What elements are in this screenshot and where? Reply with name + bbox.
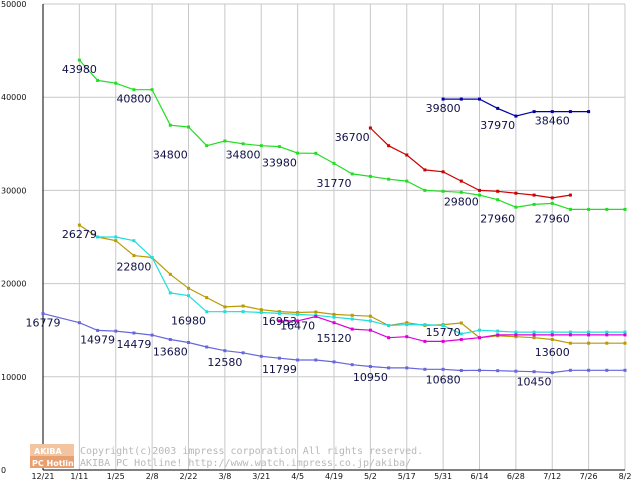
x-tick-label: 5/31 — [434, 472, 452, 480]
price-label: 37970 — [480, 119, 515, 132]
y-tick-label: 50000 — [1, 0, 26, 9]
price-label: 33980 — [262, 156, 297, 169]
series-line-blue — [42, 313, 625, 374]
x-tick-label: 6/28 — [507, 472, 525, 480]
price-label: 26279 — [62, 228, 97, 241]
price-label: 38460 — [535, 115, 570, 128]
price-label: 22800 — [116, 261, 151, 274]
price-label: 31770 — [317, 177, 352, 190]
x-tick-label: 7/12 — [543, 472, 561, 480]
x-tick-label: 1/25 — [107, 472, 125, 480]
price-label: 11799 — [262, 363, 297, 376]
price-label: 43980 — [62, 63, 97, 76]
price-label: 13680 — [153, 346, 188, 359]
site-url-text: AKIBA PC Hotline! http://www.watch.impre… — [80, 458, 411, 469]
x-tick-label: 12/21 — [31, 472, 54, 480]
x-tick-label: 5/17 — [398, 472, 416, 480]
price-label: 16953 — [262, 315, 297, 328]
x-tick-label: 3/8 — [218, 472, 231, 480]
price-label: 14479 — [116, 338, 151, 351]
price-label: 34800 — [226, 149, 261, 162]
price-label: 16470 — [280, 319, 315, 332]
akiba-badge-bottom: PC Hotline! — [32, 459, 83, 468]
price-label: 34800 — [153, 149, 188, 162]
price-label: 29800 — [444, 195, 479, 208]
price-label: 27960 — [535, 212, 570, 225]
x-tick-label: 6/14 — [471, 472, 489, 480]
x-tick-label: 4/19 — [325, 472, 343, 480]
series-line-navy — [443, 98, 589, 117]
y-tick-label: 40000 — [1, 93, 26, 102]
x-tick-label: 2/22 — [180, 472, 198, 480]
price-label: 15120 — [317, 332, 352, 345]
x-tick-label: 8/2 — [619, 472, 632, 480]
y-tick-label: 20000 — [1, 280, 26, 289]
price-label: 12580 — [207, 356, 242, 369]
price-label: 40800 — [116, 93, 151, 106]
x-tick-label: 3/21 — [252, 472, 270, 480]
price-label: 13600 — [535, 346, 570, 359]
x-tick-label: 4/5 — [291, 472, 304, 480]
x-tick-label: 7/26 — [580, 472, 598, 480]
price-label: 10450 — [517, 376, 552, 389]
series-line-magenta — [279, 315, 625, 342]
x-tick-label: 1/11 — [70, 472, 88, 480]
akiba-badge-bottom-bg — [30, 456, 74, 468]
series-line-cyan — [97, 236, 625, 335]
price-label: 16779 — [26, 317, 61, 330]
price-label: 39800 — [426, 102, 461, 115]
price-label: 27960 — [480, 212, 515, 225]
series-line-olive — [79, 224, 625, 344]
akiba-badge-top-bg — [30, 444, 74, 456]
price-label: 16980 — [171, 315, 206, 328]
akiba-badge-top: AKIBA — [34, 447, 62, 456]
grid-lines — [42, 3, 626, 471]
series-line-green — [78, 59, 625, 210]
y-tick-label: 0 — [1, 466, 6, 475]
price-label: 15770 — [426, 326, 461, 339]
price-label: 14979 — [80, 333, 115, 346]
watermark: AKIBA PC Hotline! Copyright(c)2003 impre… — [30, 444, 423, 469]
price-label: 36700 — [335, 131, 370, 144]
series-line-red — [369, 127, 571, 199]
series-lines — [41, 58, 627, 375]
x-tick-label: 2/8 — [146, 472, 159, 480]
price-label: 10950 — [353, 371, 388, 384]
y-tick-label: 10000 — [1, 373, 26, 382]
price-label: 10680 — [426, 373, 461, 386]
y-tick-label: 30000 — [1, 186, 26, 195]
x-tick-label: 5/2 — [364, 472, 377, 480]
copyright-text: Copyright(c)2003 impress corporation All… — [80, 446, 423, 457]
